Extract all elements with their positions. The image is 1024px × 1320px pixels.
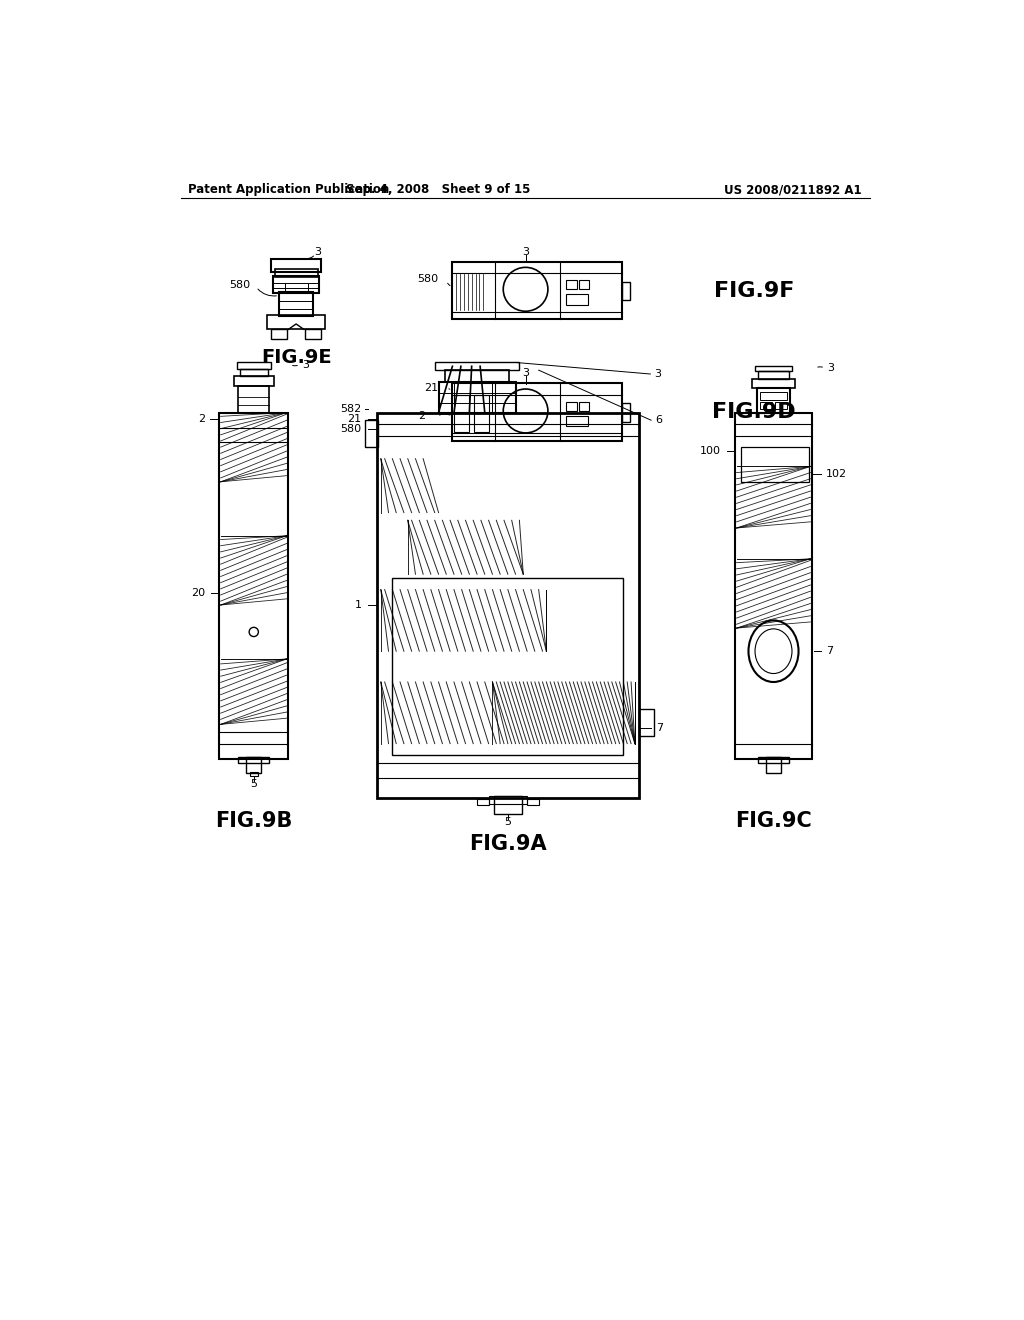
Text: 6: 6 <box>655 416 663 425</box>
Bar <box>527 799 539 805</box>
Bar <box>239 385 269 412</box>
Bar <box>741 447 809 482</box>
Bar <box>566 280 578 289</box>
Text: 21: 21 <box>424 383 438 393</box>
Text: 3: 3 <box>302 360 309 370</box>
Text: 2: 2 <box>198 413 205 424</box>
Text: 3: 3 <box>314 247 322 257</box>
Bar <box>273 276 319 293</box>
Bar <box>240 368 267 376</box>
Text: 100: 100 <box>700 446 721 455</box>
Text: FIG.9B: FIG.9B <box>215 810 293 830</box>
Text: 7: 7 <box>826 647 833 656</box>
Bar <box>239 758 269 763</box>
Bar <box>566 294 588 305</box>
Bar <box>752 379 795 388</box>
Bar <box>622 404 630 422</box>
Bar <box>757 388 791 412</box>
Text: Sep. 4, 2008   Sheet 9 of 15: Sep. 4, 2008 Sheet 9 of 15 <box>346 183 530 197</box>
Bar <box>219 412 289 759</box>
Bar <box>775 401 787 409</box>
Text: 7: 7 <box>655 723 663 733</box>
Bar <box>392 578 624 755</box>
Bar <box>233 376 273 385</box>
Text: FIG.9A: FIG.9A <box>469 834 547 854</box>
Text: 5: 5 <box>250 779 257 788</box>
Text: 1: 1 <box>354 601 361 610</box>
Bar <box>579 280 590 289</box>
Text: 2: 2 <box>419 412 425 421</box>
Text: Patent Application Publication: Patent Application Publication <box>188 183 389 197</box>
Bar <box>758 371 788 379</box>
Bar <box>435 363 519 370</box>
Text: US 2008/0211892 A1: US 2008/0211892 A1 <box>724 183 862 197</box>
Bar <box>758 758 788 763</box>
Bar <box>274 269 317 277</box>
Bar <box>488 796 527 804</box>
Bar <box>566 401 578 411</box>
Bar <box>477 799 488 805</box>
Text: FIG.9E: FIG.9E <box>261 347 332 367</box>
Text: 580: 580 <box>228 280 250 290</box>
Text: 102: 102 <box>826 469 847 479</box>
Bar <box>438 381 515 412</box>
Bar <box>453 261 622 319</box>
Text: FIG.9F: FIG.9F <box>714 281 795 301</box>
Bar <box>280 292 313 317</box>
Bar <box>766 758 781 774</box>
Text: 20: 20 <box>191 589 205 598</box>
Bar <box>366 420 379 447</box>
Text: 3: 3 <box>522 247 529 256</box>
Text: 580: 580 <box>340 425 361 434</box>
Text: FIG.9C: FIG.9C <box>735 810 812 830</box>
Bar <box>494 796 521 814</box>
Text: 5: 5 <box>505 817 511 828</box>
Bar <box>760 401 772 409</box>
Text: 3: 3 <box>827 363 835 372</box>
Text: 3: 3 <box>522 368 529 379</box>
Bar <box>622 281 630 300</box>
Bar <box>250 772 258 776</box>
Text: 582: 582 <box>340 404 361 413</box>
Bar <box>760 392 787 400</box>
Text: FIG.9D: FIG.9D <box>713 403 796 422</box>
Bar <box>566 416 588 426</box>
Bar <box>237 363 270 368</box>
Bar <box>755 366 792 371</box>
Text: 3: 3 <box>654 370 662 379</box>
Bar <box>454 395 469 432</box>
Bar <box>271 259 321 272</box>
Bar <box>377 412 639 797</box>
Bar <box>639 709 654 737</box>
Bar <box>246 758 261 774</box>
Bar <box>735 412 812 759</box>
Bar <box>579 401 590 411</box>
Bar <box>267 315 326 330</box>
Bar <box>305 329 321 339</box>
Bar <box>453 383 622 441</box>
Text: 21: 21 <box>347 413 361 424</box>
Bar <box>444 370 509 381</box>
Bar <box>474 395 489 432</box>
Bar <box>271 329 287 339</box>
Text: 580: 580 <box>418 275 438 284</box>
